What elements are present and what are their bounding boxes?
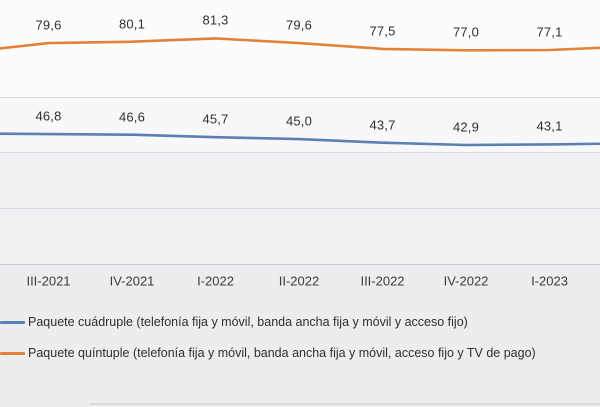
series-line-0 xyxy=(0,37,600,52)
data-label: 81,3 xyxy=(202,12,229,28)
plot-band-bottom xyxy=(0,208,600,264)
x-axis-line xyxy=(0,264,600,265)
series-line-1 xyxy=(0,132,600,147)
data-label: 43,7 xyxy=(369,117,396,133)
gridline-20 xyxy=(0,208,600,209)
plot-band-upper-mid xyxy=(0,97,600,152)
data-label: 42,9 xyxy=(452,119,480,135)
x-axis-label: I-2023 xyxy=(531,273,568,289)
data-label: 77,0 xyxy=(452,24,480,40)
data-label: 43,1 xyxy=(536,118,563,134)
data-label: 46,6 xyxy=(118,109,146,125)
plot-band-top xyxy=(0,0,600,97)
x-axis-label: IV-2022 xyxy=(443,273,489,289)
plot-band-lower-mid xyxy=(0,152,600,208)
x-axis-label: III-2022 xyxy=(360,273,405,289)
gridline-40 xyxy=(0,152,600,153)
cropped-element-edge xyxy=(90,403,600,405)
data-label: 45,7 xyxy=(202,111,229,127)
chart-legend: Paquete cuádruple (telefonía fija y móvi… xyxy=(0,314,600,376)
legend-line-icon-cuadruple xyxy=(0,321,25,324)
x-axis-label: II-2022 xyxy=(278,273,320,289)
legend-label-cuadruple: Paquete cuádruple (telefonía fija y móvi… xyxy=(28,315,468,329)
gridline-60 xyxy=(0,97,600,98)
legend-item-cuadruple: Paquete cuádruple (telefonía fija y móvi… xyxy=(0,314,600,331)
data-label: 45,0 xyxy=(285,113,313,129)
data-label: 77,1 xyxy=(536,24,563,40)
data-label: 79,6 xyxy=(285,17,313,33)
chart-series-lines xyxy=(0,37,600,147)
legend-item-quintuple: Paquete quíntuple (telefonía fija y móvi… xyxy=(0,345,600,362)
data-label: 77,5 xyxy=(369,23,396,39)
data-label: 46,8 xyxy=(35,108,62,124)
data-label: 80,1 xyxy=(118,16,146,32)
data-label: 79,6 xyxy=(35,17,62,33)
legend-line-icon-quintuple xyxy=(0,352,25,355)
x-axis-label: III-2021 xyxy=(26,273,71,289)
x-axis-label: I-2022 xyxy=(197,273,234,289)
x-axis-label: IV-2021 xyxy=(109,273,155,289)
legend-label-quintuple: Paquete quíntuple (telefonía fija y móvi… xyxy=(28,346,536,360)
